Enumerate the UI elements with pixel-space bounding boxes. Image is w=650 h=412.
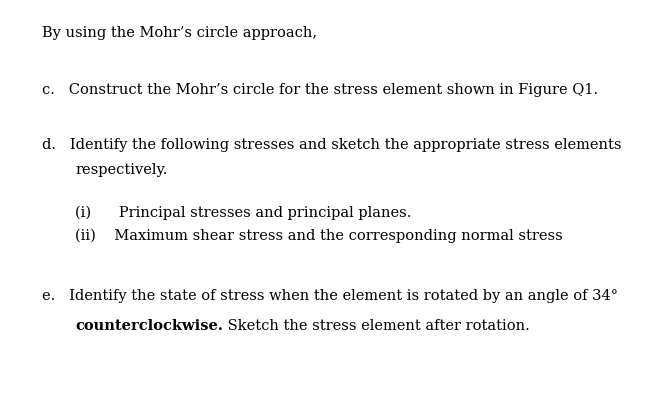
Text: respectively.: respectively. <box>75 163 168 177</box>
Text: c.   Construct the Mohr’s circle for the stress element shown in Figure Q1.: c. Construct the Mohr’s circle for the s… <box>42 83 598 97</box>
Text: e.   Identify the state of stress when the element is rotated by an angle of 34°: e. Identify the state of stress when the… <box>42 289 618 303</box>
Text: (ii)    Maximum shear stress and the corresponding normal stress: (ii) Maximum shear stress and the corres… <box>75 229 563 243</box>
Text: d.   Identify the following stresses and sketch the appropriate stress elements: d. Identify the following stresses and s… <box>42 138 621 152</box>
Text: Sketch the stress element after rotation.: Sketch the stress element after rotation… <box>223 319 530 333</box>
Text: By using the Mohr’s circle approach,: By using the Mohr’s circle approach, <box>42 26 317 40</box>
Text: (i)      Principal stresses and principal planes.: (i) Principal stresses and principal pla… <box>75 206 411 220</box>
Text: counterclockwise.: counterclockwise. <box>75 319 223 333</box>
